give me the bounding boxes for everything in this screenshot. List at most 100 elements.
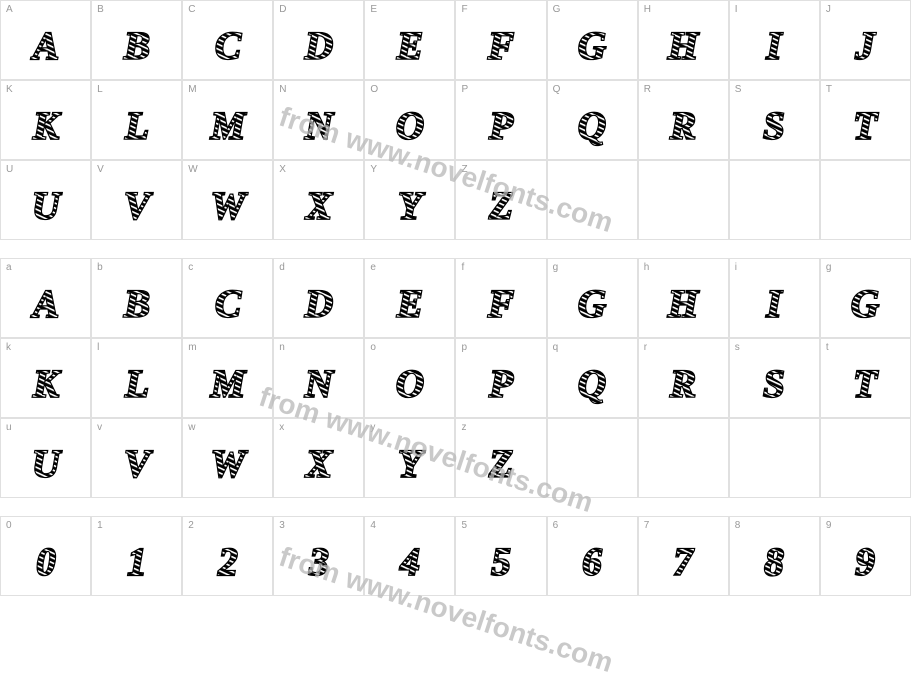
glyph-cell: UUU	[0, 160, 91, 240]
cell-label: d	[279, 262, 285, 273]
svg-text:L: L	[124, 104, 149, 147]
glyph-cell: iII	[729, 258, 820, 338]
glyph-cell: 333	[273, 516, 364, 596]
section-gap	[0, 240, 911, 258]
empty-cell	[729, 160, 820, 240]
svg-text:M: M	[209, 104, 246, 147]
svg-text:I: I	[766, 282, 784, 325]
cell-label: t	[826, 342, 829, 353]
cell-label: c	[188, 262, 193, 273]
cell-label: J	[826, 4, 831, 15]
glyph-cell: 999	[820, 516, 911, 596]
svg-text:Q: Q	[578, 104, 606, 147]
glyph-cell: 444	[364, 516, 455, 596]
cell-label: 1	[97, 520, 103, 531]
svg-text:9: 9	[856, 540, 876, 583]
cell-label: F	[461, 4, 467, 15]
empty-cell	[729, 418, 820, 498]
glyph-cell: zZZ	[455, 418, 546, 498]
svg-text:V: V	[124, 442, 153, 485]
glyph-E: EE	[365, 1, 454, 79]
svg-text:1: 1	[127, 540, 147, 583]
cell-label: g	[553, 262, 559, 273]
cell-label: f	[461, 262, 464, 273]
glyph-section-digits: 000111222333444555666777888999	[0, 516, 911, 596]
glyph-V: VV	[92, 161, 181, 239]
glyph-A: AA	[1, 259, 90, 337]
cell-label: s	[735, 342, 740, 353]
glyph-cell: VVV	[91, 160, 182, 240]
svg-text:M: M	[209, 362, 246, 405]
glyph-B: BB	[92, 259, 181, 337]
cell-label: 8	[735, 520, 741, 531]
cell-label: B	[97, 4, 104, 15]
glyph-cell: EEE	[364, 0, 455, 80]
glyph-cell: CCC	[182, 0, 273, 80]
glyph-F: FF	[456, 1, 545, 79]
glyph-cell: yYY	[364, 418, 455, 498]
glyph-2: 22	[183, 517, 272, 595]
empty-cell	[638, 160, 729, 240]
glyph-H: HH	[639, 259, 728, 337]
svg-text:K: K	[32, 104, 62, 147]
cell-label: P	[461, 84, 468, 95]
svg-text:Z: Z	[488, 184, 513, 227]
svg-text:R: R	[669, 362, 696, 405]
cell-label: o	[370, 342, 376, 353]
glyph-cell: YYY	[364, 160, 455, 240]
cell-label: S	[735, 84, 742, 95]
glyph-E: EE	[365, 259, 454, 337]
svg-text:E: E	[396, 282, 423, 325]
cell-label: 5	[461, 520, 467, 531]
glyph-N: NN	[274, 339, 363, 417]
glyph-V: VV	[92, 419, 181, 497]
cell-label: g	[826, 262, 832, 273]
cell-label: 6	[553, 520, 559, 531]
cell-label: H	[644, 4, 651, 15]
glyph-cell: mMM	[182, 338, 273, 418]
glyph-cell: 555	[455, 516, 546, 596]
glyph-4: 44	[365, 517, 454, 595]
glyph-M: MM	[183, 81, 272, 159]
cell-label: O	[370, 84, 378, 95]
empty-cell	[820, 160, 911, 240]
glyph-cell: dDD	[273, 258, 364, 338]
empty-cell	[547, 160, 638, 240]
svg-text:W: W	[210, 442, 247, 485]
svg-text:F: F	[487, 24, 514, 67]
svg-text:4: 4	[399, 540, 420, 583]
glyph-X: XX	[274, 161, 363, 239]
svg-text:B: B	[123, 282, 150, 325]
glyph-cell: cCC	[182, 258, 273, 338]
cell-label: r	[644, 342, 647, 353]
cell-label: K	[6, 84, 13, 95]
glyph-cell: wWW	[182, 418, 273, 498]
svg-text:S: S	[763, 362, 785, 405]
glyph-A: AA	[1, 1, 90, 79]
glyph-cell: NNN	[273, 80, 364, 160]
glyph-C: CC	[183, 259, 272, 337]
cell-label: V	[97, 164, 104, 175]
glyph-Q: QQ	[548, 339, 637, 417]
glyph-cell: tTT	[820, 338, 911, 418]
cell-label: M	[188, 84, 196, 95]
glyph-D: DD	[274, 259, 363, 337]
glyph-cell: hHH	[638, 258, 729, 338]
svg-text:7: 7	[673, 540, 694, 583]
glyph-Y: YY	[365, 161, 454, 239]
cell-label: N	[279, 84, 286, 95]
glyph-cell: 000	[0, 516, 91, 596]
glyph-cell: 666	[547, 516, 638, 596]
glyph-cell: FFF	[455, 0, 546, 80]
glyph-cell: aAA	[0, 258, 91, 338]
cell-label: W	[188, 164, 197, 175]
svg-text:S: S	[763, 104, 785, 147]
svg-text:H: H	[667, 282, 700, 325]
glyph-cell: BBB	[91, 0, 182, 80]
glyph-cell: RRR	[638, 80, 729, 160]
glyph-I: II	[730, 1, 819, 79]
cell-label: Q	[553, 84, 561, 95]
svg-text:5: 5	[491, 540, 511, 583]
glyph-R: RR	[639, 81, 728, 159]
svg-text:G: G	[578, 24, 606, 67]
